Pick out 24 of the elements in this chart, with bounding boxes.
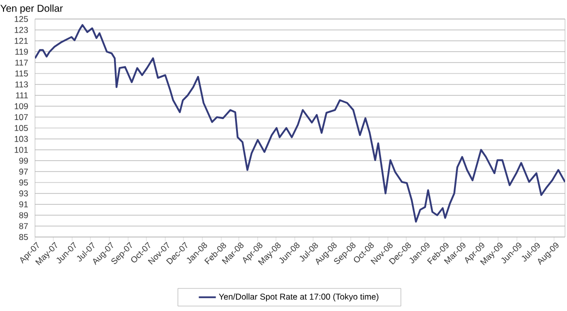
y-tick-label: 93 [19, 190, 28, 196]
y-tick-label: 111 [16, 92, 28, 98]
y-tick-label: 97 [19, 168, 28, 175]
y-tick-label: 119 [15, 48, 28, 55]
y-tick-label: 121 [14, 38, 28, 44]
y-axis-title: Yen per Dollar [0, 4, 63, 14]
y-tick-label: 89 [19, 212, 28, 218]
y-tick-label: 117 [15, 60, 28, 66]
y-tick-label: 113 [15, 81, 28, 88]
y-tick-label: 87 [19, 223, 28, 230]
y-tick-label: 107 [14, 114, 28, 120]
y-tick-label: 95 [19, 180, 28, 186]
y-tick-label: 99 [19, 158, 28, 164]
y-tick-label: 85 [19, 234, 28, 240]
y-tick-label: 125 [14, 16, 28, 22]
y-tick-label: 91 [19, 201, 28, 208]
y-tick-label: 103 [14, 136, 28, 142]
y-tick-label: 123 [14, 26, 28, 33]
y-tick-label: 101 [14, 146, 28, 153]
legend-label: Yen/Dollar Spot Rate at 17:00 (Tokyo time) [218, 293, 378, 302]
line-series [35, 24, 566, 223]
y-tick-label: 105 [14, 125, 28, 131]
y-tick-label: 109 [14, 103, 28, 110]
y-tick-label: 115 [15, 70, 28, 76]
